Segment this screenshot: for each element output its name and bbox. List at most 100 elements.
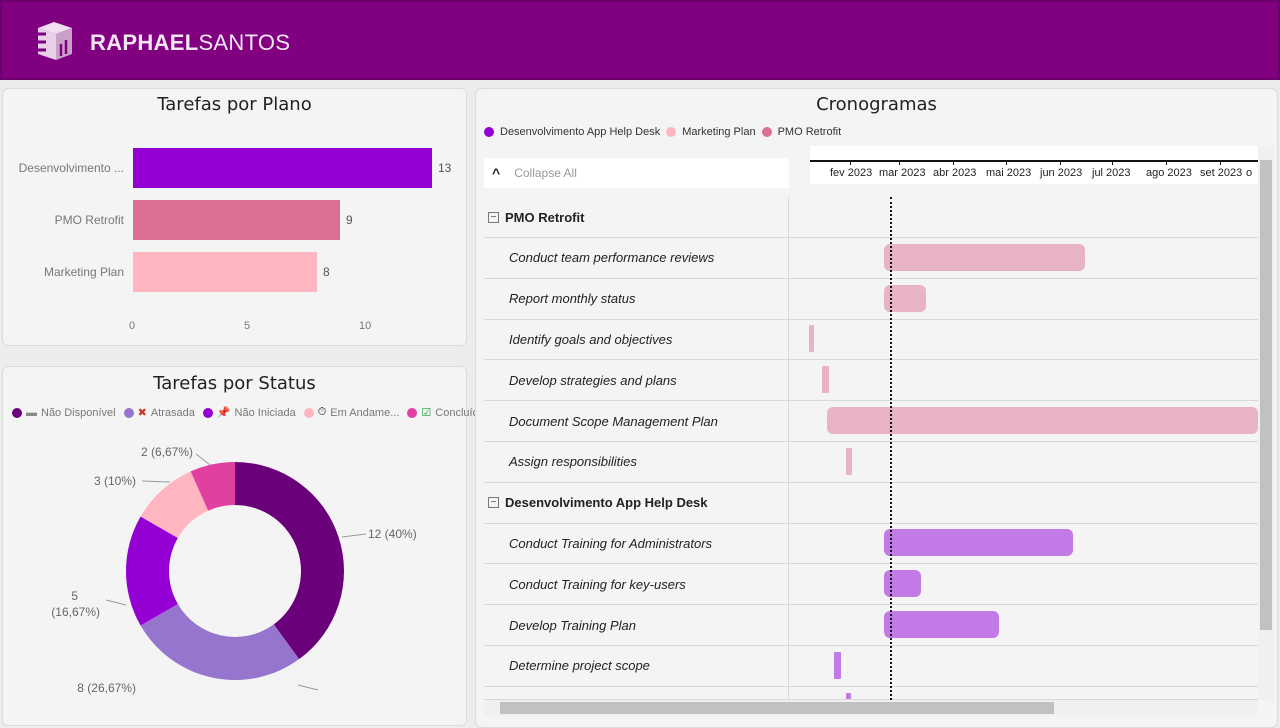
task-name: Develop strategies and plans: [484, 360, 789, 401]
month-label: jun 2023: [1040, 167, 1083, 179]
collapse-all-button[interactable]: ^ Collapse All: [484, 158, 789, 188]
gantt-legend: Desenvolvimento App Help Desk Marketing P…: [484, 126, 841, 138]
month-tick: [1112, 160, 1113, 165]
task-bar[interactable]: [821, 366, 829, 394]
plan-x-tick: 0: [129, 320, 136, 332]
plan-x-tick: 5: [244, 320, 251, 332]
donut-data-label: 2 (6,67%): [141, 445, 193, 459]
x-icon: ✖: [137, 407, 147, 419]
gantt-task-row[interactable]: Assign responsibilities: [484, 441, 1258, 483]
task-bar[interactable]: [846, 692, 852, 699]
task-name: Conduct Training for key-users: [484, 564, 789, 605]
legend-dot: [202, 407, 213, 418]
gantt-task-row[interactable]: Conduct Training for key-users: [484, 564, 1258, 606]
logo-icon: [32, 22, 72, 60]
task-name: Identify goals and objectives: [484, 319, 789, 360]
collapse-toggle-icon[interactable]: −: [488, 211, 499, 223]
gantt-group-row[interactable]: − PMO Retrofit: [484, 197, 1258, 238]
gantt-task-row[interactable]: Conduct Training for Administrators: [484, 523, 1258, 565]
donut-data-label: 12 (40%): [368, 527, 417, 541]
donut-data-label: 3 (10%): [94, 474, 136, 488]
leader-line: [297, 684, 319, 691]
gantt-task-row[interactable]: Report monthly status: [484, 278, 1258, 320]
vertical-scrollbar[interactable]: [1258, 148, 1274, 700]
legend-label[interactable]: Concluída: [435, 406, 485, 419]
task-name: Develop Training Plan: [484, 605, 789, 645]
donut-slice[interactable]: [190, 462, 235, 511]
donut-slice[interactable]: [235, 462, 344, 660]
donut-data-label: 8 (26,67%): [77, 681, 136, 695]
plan-bar[interactable]: [133, 252, 317, 292]
task-bar[interactable]: [883, 570, 921, 598]
legend-dot: [407, 407, 418, 418]
timeline-header: fev 2023 mar 2023 abr 2023 mai 2023 jun 2023…: [810, 146, 1258, 184]
task-name: Assign responsibilities: [484, 441, 789, 482]
gantt-task-row[interactable]: Document Scope Management Plan: [484, 401, 1258, 442]
task-bar[interactable]: [826, 407, 1258, 434]
donut-slice[interactable]: [125, 516, 178, 626]
month-tick: [1006, 160, 1007, 165]
task-name: Conduct team performance reviews: [484, 237, 789, 278]
brand-name: RAPHAELSANTOS: [90, 30, 291, 55]
gantt-task-row[interactable]: Determine project scope: [484, 645, 1258, 687]
task-name: Conduct Training for Administrators: [484, 523, 789, 564]
horizontal-scrollbar[interactable]: [484, 700, 1258, 716]
donut-data-label: (16,67%): [51, 605, 100, 619]
task-bar[interactable]: [833, 651, 842, 679]
task-bar[interactable]: [809, 325, 815, 353]
status-chart-title: Tarefas por Status: [153, 373, 316, 394]
legend-dot: [12, 407, 22, 418]
gantt-task-row[interactable]: Develop strategies and plans: [484, 360, 1258, 402]
plan-chart-title: Tarefas por Plano: [157, 94, 312, 115]
task-bar[interactable]: [883, 611, 999, 638]
plan-x-tick: 10: [359, 320, 372, 332]
leader-line: [195, 453, 211, 466]
donut-slice[interactable]: [140, 604, 300, 680]
task-name: Document Scope Management Plan: [484, 401, 789, 441]
month-label: set 2023: [1200, 167, 1243, 179]
month-tick: [953, 160, 954, 165]
today-line: [890, 197, 892, 700]
collapse-all-label: Collapse All: [514, 166, 577, 180]
task-bar[interactable]: [883, 243, 1086, 271]
legend-label[interactable]: PMO Retrofit: [777, 126, 842, 138]
legend-label[interactable]: Marketing Plan: [682, 126, 756, 138]
group-name: PMO Retrofit: [505, 209, 585, 225]
legend-label[interactable]: Em Andame...: [330, 406, 400, 419]
plan-value-label: 13: [438, 161, 452, 175]
legend-dot: [484, 127, 494, 137]
gantt-task-row[interactable]: [484, 686, 1258, 700]
month-label: o: [1246, 167, 1253, 179]
dash-icon: ▬: [26, 406, 37, 419]
gantt-task-row[interactable]: Conduct team performance reviews: [484, 237, 1258, 279]
plan-bar[interactable]: [133, 200, 340, 240]
plan-value-label: 9: [346, 213, 353, 227]
gantt-task-row[interactable]: Develop Training Plan: [484, 605, 1258, 646]
check-icon: ☑: [421, 407, 432, 419]
group-label: − Desenvolvimento App Help Desk: [484, 482, 789, 523]
month-label: jul 2023: [1092, 167, 1131, 179]
gantt-title: Cronogramas: [816, 94, 937, 115]
plan-category-label: PMO Retrofit: [54, 213, 124, 227]
month-label: fev 2023: [830, 167, 873, 179]
legend-label[interactable]: Atrasada: [150, 406, 195, 419]
legend-dot: [666, 127, 677, 137]
legend-label[interactable]: Desenvolvimento App Help Desk: [500, 126, 661, 138]
legend-dot: [123, 407, 134, 418]
collapse-toggle-icon[interactable]: −: [488, 497, 499, 509]
plan-category-label: Marketing Plan: [43, 265, 124, 279]
legend-label[interactable]: Não Disponível: [41, 406, 116, 419]
task-bar[interactable]: [846, 447, 852, 475]
leader-line: [105, 599, 127, 606]
donut-data-label: 5: [71, 589, 78, 603]
legend-dot: [761, 127, 772, 137]
status-donut-chart: 12 (40%) 8 (26,67%) 3 (10%) 2 (6,67%) 5 (16,6…: [51, 445, 417, 695]
task-bar[interactable]: [883, 529, 1073, 557]
legend-label[interactable]: Não Iniciada: [234, 406, 296, 419]
gantt-group-row[interactable]: − Desenvolvimento App Help Desk: [484, 482, 1258, 524]
donut-slice[interactable]: [140, 471, 209, 538]
month-tick: [899, 160, 900, 165]
month-label: mar 2023: [879, 167, 926, 179]
plan-bar[interactable]: [133, 148, 432, 188]
gantt-task-row[interactable]: Identify goals and objectives: [484, 319, 1258, 361]
